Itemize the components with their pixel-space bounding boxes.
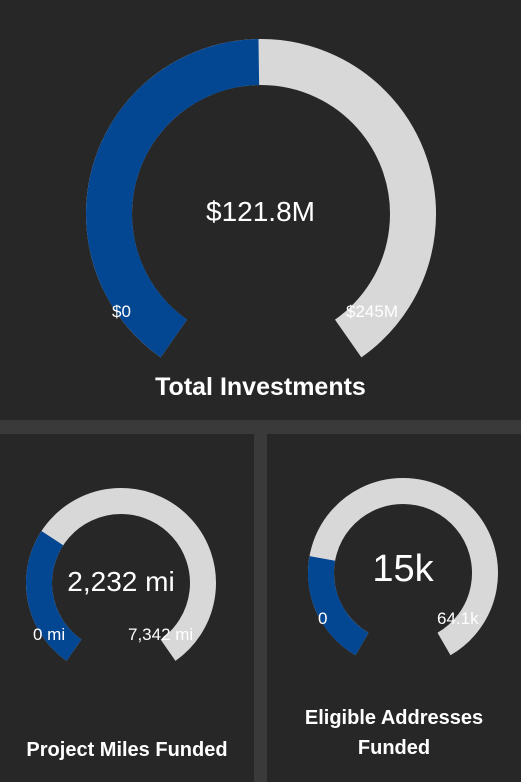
gauge-value: 2,232 mi: [67, 566, 175, 597]
total-investments-panel: $121.8M $0 $245M Total Investments: [0, 0, 521, 420]
gauge-fill: [308, 556, 369, 656]
gauge-title-line-1: Eligible Addresses: [304, 707, 484, 729]
eligible-addresses-panel: 15k 0 64.1k Eligible Addresses Funded: [267, 434, 521, 782]
gauge-max-label: 7,342 mi: [128, 625, 194, 644]
gauge-min-label: $0: [112, 302, 131, 321]
gauge-value: $121.8M: [206, 196, 315, 227]
gauge-min-label: 0 mi: [33, 625, 66, 644]
eligible-addresses-gauge: [308, 478, 498, 656]
gauge-value: 15k: [372, 548, 434, 590]
project-miles-gauge: [26, 488, 216, 661]
gauge-fill: [86, 39, 260, 358]
gauge-title: Total Investments: [155, 373, 366, 401]
gauge-min-label: 0: [318, 609, 328, 628]
total-investments-gauge: [86, 39, 436, 358]
gauge-fill: [26, 531, 82, 661]
gauge-title: Project Miles Funded: [26, 739, 228, 761]
project-miles-panel: 2,232 mi 0 mi 7,342 mi Project Miles Fun…: [0, 434, 254, 782]
gauge-max-label: 64.1k: [437, 609, 479, 628]
gauge-max-label: $245M: [346, 302, 398, 321]
gauge-title-line-2: Funded: [357, 737, 431, 759]
